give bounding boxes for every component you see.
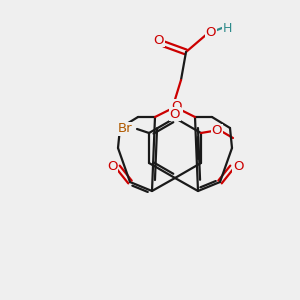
Text: O: O [170,107,180,121]
Text: O: O [172,100,182,112]
Text: O: O [212,124,222,137]
Text: O: O [233,160,243,173]
Text: H: H [222,22,232,34]
Text: O: O [154,34,164,46]
Text: Br: Br [118,122,132,136]
Text: O: O [206,26,216,40]
Text: O: O [107,160,117,173]
